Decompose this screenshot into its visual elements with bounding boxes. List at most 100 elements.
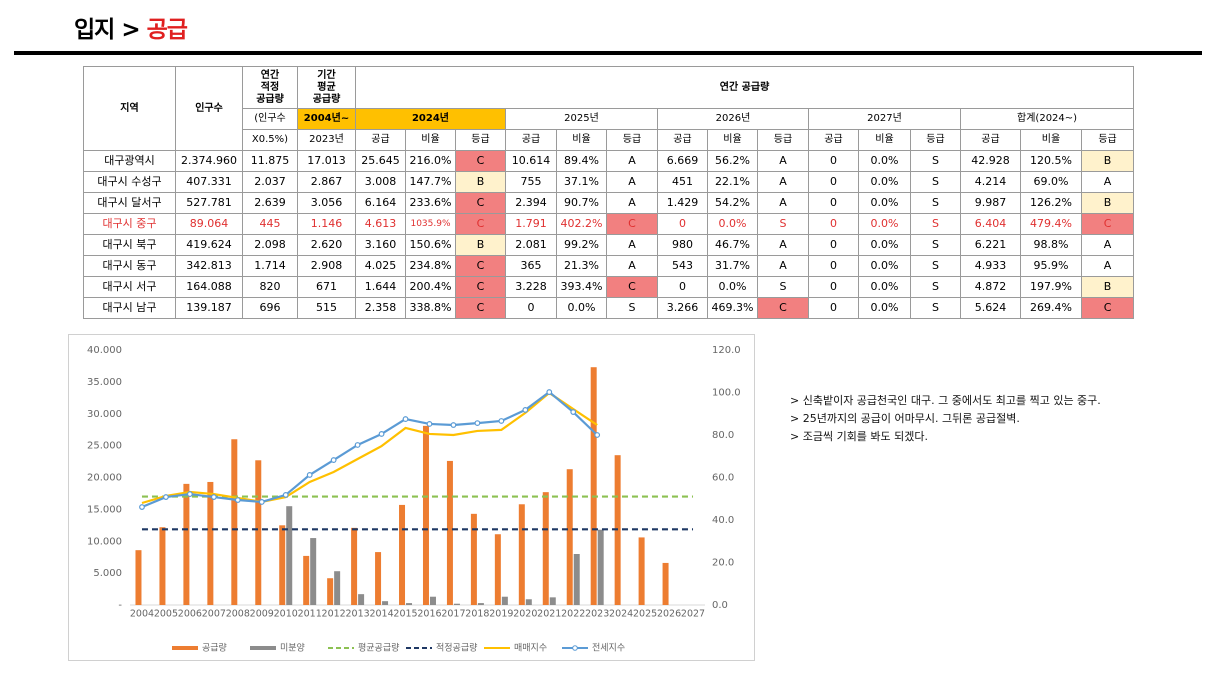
point xyxy=(330,457,337,463)
table-cell: 365 xyxy=(505,255,557,277)
bar xyxy=(422,425,429,605)
bar xyxy=(566,469,573,605)
header-cell: 비율 xyxy=(556,129,607,151)
x-tick-label: 2022 xyxy=(561,609,585,620)
table-cell: 407.331 xyxy=(175,171,243,193)
x-tick-label: 2020 xyxy=(513,609,537,620)
header-cell: 기간 평균 공급량 xyxy=(297,66,356,109)
x-tick-label: 2024 xyxy=(609,609,633,620)
table-cell: 1035.9% xyxy=(405,213,456,235)
table-cell: 9.987 xyxy=(960,192,1021,214)
table-cell: B xyxy=(455,234,506,256)
point xyxy=(378,431,385,437)
bar xyxy=(406,603,413,605)
point xyxy=(546,389,553,395)
bar xyxy=(310,538,317,605)
table-cell: A xyxy=(606,171,658,193)
table-cell: C xyxy=(455,255,506,277)
table-row: 대구시 달서구 527.781 2.639 3.056 6.164 233.6% C 2.39… xyxy=(83,192,1135,214)
y2-tick-label: 60.0 xyxy=(712,473,734,484)
legend-label: 평균공급량 xyxy=(358,642,399,654)
legend-label: 전세지수 xyxy=(592,643,625,654)
table-cell: B xyxy=(1080,192,1135,214)
table-row: 대구시 북구 419.624 2.098 2.620 3.160 150.6% B 2.081… xyxy=(83,234,1135,256)
bar xyxy=(501,596,508,605)
table-cell: 4.872 xyxy=(960,276,1021,298)
x-tick-label: 2005 xyxy=(154,609,178,620)
bar xyxy=(255,460,262,605)
table-cell: 대구시 중구 xyxy=(83,213,176,235)
table-cell: 1.146 xyxy=(297,213,356,235)
table-cell: 0 xyxy=(808,213,859,235)
bar xyxy=(638,537,645,605)
x-tick-label: 2018 xyxy=(465,609,489,620)
table-cell: A xyxy=(606,255,658,277)
y2-tick-label: 100.0 xyxy=(712,388,741,399)
table-cell: 755 xyxy=(505,171,557,193)
table-cell: 90.7% xyxy=(556,192,607,214)
table-cell: 3.160 xyxy=(355,234,406,256)
bar xyxy=(470,513,477,605)
bar xyxy=(207,481,214,605)
table-cell: 2.037 xyxy=(242,171,298,193)
bar xyxy=(303,555,310,605)
x-tick-label: 2016 xyxy=(417,609,441,620)
point xyxy=(402,416,409,422)
table-cell: 147.7% xyxy=(405,171,456,193)
table-cell: C xyxy=(606,213,658,235)
header-cell: 등급 xyxy=(1080,129,1135,151)
table-cell: S xyxy=(910,255,961,277)
table-cell: 42.928 xyxy=(960,150,1021,172)
table-row: 대구광역시 2.374.960 11.875 17.013 25.645 216.0% C 1… xyxy=(83,150,1135,172)
table-cell: 37.1% xyxy=(556,171,607,193)
table-cell: 3.228 xyxy=(505,276,557,298)
table-cell: B xyxy=(1080,276,1135,298)
table-cell: 451 xyxy=(657,171,708,193)
x-tick-label: 2023 xyxy=(585,609,609,620)
table-cell: 402.2% xyxy=(556,213,607,235)
table-cell: 2.867 xyxy=(297,171,356,193)
table-cell: 3.008 xyxy=(355,171,406,193)
y-tick-label: - xyxy=(118,600,122,611)
table-row: 대구시 동구 342.813 1.714 2.908 4.025 234.8% C 365 21… xyxy=(83,255,1135,277)
table-row: 대구시 중구 89.064 445 1.146 4.613 1035.9% C 1.791 40… xyxy=(83,213,1135,235)
table-cell: C xyxy=(606,276,658,298)
header-line: 공급량 xyxy=(256,93,284,105)
x-tick-label: 2017 xyxy=(441,609,465,620)
table-cell: 대구광역시 xyxy=(83,150,176,172)
table-cell: 0 xyxy=(808,150,859,172)
table-cell: 대구시 동구 xyxy=(83,255,176,277)
bar xyxy=(351,527,358,605)
header-cell: 2025년 xyxy=(505,108,658,130)
bar xyxy=(159,527,166,605)
table-cell: 0.0% xyxy=(858,171,911,193)
legend-label: 공급량 xyxy=(202,642,227,654)
table-cell: S xyxy=(910,276,961,298)
header-cell: 공급 xyxy=(808,129,859,151)
header-cell: 공급 xyxy=(960,129,1021,151)
table-cell: 6.669 xyxy=(657,150,708,172)
table-row: 대구시 서구 164.088 820 671 1.644 200.4% C 3.228 393.… xyxy=(83,276,1135,298)
table-cell: 1.791 xyxy=(505,213,557,235)
bar xyxy=(286,506,293,605)
table-cell: A xyxy=(1080,234,1135,256)
y-tick-label: 20.000 xyxy=(87,473,122,484)
table-cell: 0.0% xyxy=(707,213,758,235)
table-cell: 126.2% xyxy=(1020,192,1082,214)
legend-label: 매매지수 xyxy=(514,643,547,654)
table-cell: 445 xyxy=(242,213,298,235)
table-cell: 0 xyxy=(505,297,557,319)
table-cell: 820 xyxy=(242,276,298,298)
table-cell: 696 xyxy=(242,297,298,319)
point xyxy=(163,494,169,500)
bar xyxy=(231,439,238,605)
y-tick-label: 5.000 xyxy=(93,568,122,579)
y-tick-label: 40.000 xyxy=(87,345,122,356)
bar xyxy=(542,492,549,605)
table-cell: 200.4% xyxy=(405,276,456,298)
table-cell: 671 xyxy=(297,276,356,298)
table-cell: 120.5% xyxy=(1020,150,1082,172)
table-cell: 31.7% xyxy=(707,255,758,277)
table-cell: C xyxy=(455,192,506,214)
table-cell: 4.933 xyxy=(960,255,1021,277)
